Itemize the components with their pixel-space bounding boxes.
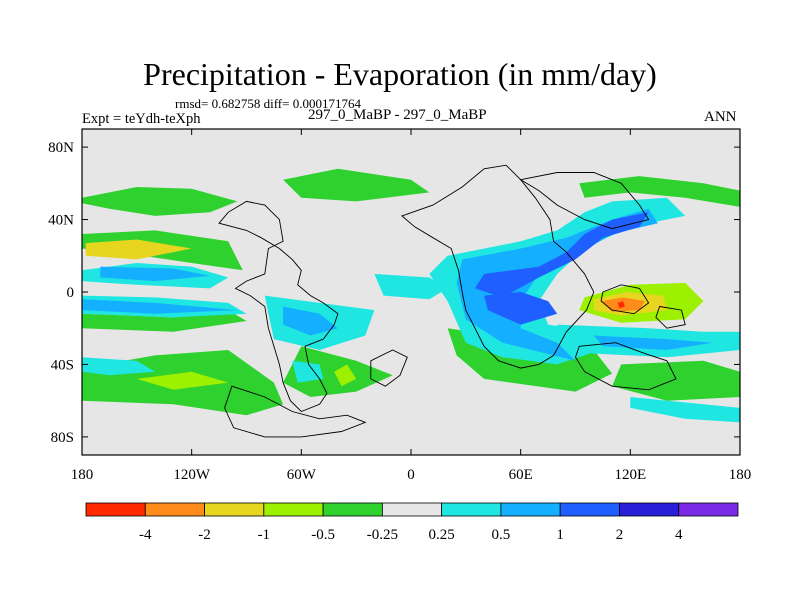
x-tick-label-6: 180 (729, 467, 752, 483)
colorbar-label-2: -1 (258, 527, 271, 543)
contour-region-0 (82, 187, 238, 216)
colorbar-label-0: -4 (139, 527, 152, 543)
coastline-layer (218, 164, 686, 438)
colorbar-label-6: 0.5 (492, 527, 511, 543)
y-tick-label-4: 80S (51, 430, 74, 446)
colorbar-label-7: 1 (556, 527, 564, 543)
x-tick-label-2: 60W (287, 467, 317, 483)
contour-region-7 (136, 371, 229, 390)
experiment-label: Expt = teYdh-teXph (82, 111, 201, 127)
contour-region-17 (100, 266, 210, 282)
colorbar: -4 -2 -1 -0.5 -0.25 0.25 0.5 1 2 4 (85, 502, 739, 543)
colorbar-box-8 (559, 502, 620, 517)
axis-layer: 180 120W 60W 0 60E 120E 180 80N 40N 0 40S 80S (48, 129, 751, 483)
x-tick-label-3: 0 (407, 467, 415, 483)
colorbar-box-9 (619, 502, 680, 517)
colorbar-box-7 (500, 502, 561, 517)
contour-region-11 (612, 360, 740, 401)
case-label: 297_0_MaBP - 297_0_MaBP (308, 107, 487, 123)
contour-region-25 (475, 212, 649, 298)
contour-region-24 (456, 208, 658, 361)
contour-region-9 (334, 364, 357, 387)
stats-line: rmsd= 0.682758 diff= 0.000171764 (175, 96, 361, 111)
contour-region-29 (82, 357, 156, 376)
contour-region-22 (374, 273, 448, 300)
y-tick-label-3: 40S (51, 357, 74, 373)
season-label: ANN (704, 109, 737, 125)
figure-title: Precipitation - Evaporation (in mm/day) (143, 56, 657, 92)
colorbar-box-4 (322, 502, 383, 517)
colorbar-box-2 (204, 502, 265, 517)
contour-region-1 (283, 168, 430, 202)
contour-region-15 (617, 301, 625, 309)
x-tick-label-0: 180 (71, 467, 94, 483)
colorbar-box-0 (85, 502, 146, 517)
y-tick-label-1: 40N (48, 213, 74, 229)
coastline-2 (370, 349, 408, 387)
contour-region-28 (593, 335, 713, 350)
coastline-3 (401, 164, 595, 369)
colorbar-box-6 (441, 502, 502, 517)
colorbar-box-1 (144, 502, 205, 517)
contour-region-31 (630, 397, 740, 423)
colorbar-label-3: -0.5 (311, 527, 335, 543)
coastline-6 (575, 342, 677, 391)
contour-fill-layer (82, 168, 740, 423)
colorbar-label-5: 0.25 (429, 527, 455, 543)
x-tick-label-5: 120E (614, 467, 646, 483)
coastline-5 (600, 284, 650, 315)
x-tick-label-1: 120W (173, 467, 211, 483)
coastline-0 (218, 200, 339, 413)
colorbar-box-10 (678, 502, 739, 517)
y-tick-label-2: 0 (67, 285, 75, 301)
contour-region-21 (283, 306, 338, 336)
contour-region-2 (579, 176, 740, 207)
colorbar-label-1: -2 (198, 527, 211, 543)
colorbar-label-4: -0.25 (367, 527, 398, 543)
contour-region-19 (82, 299, 238, 314)
coastline-4 (519, 172, 650, 230)
coastline-1 (224, 385, 367, 438)
x-tick-label-4: 60E (509, 467, 533, 483)
coastline-7 (655, 305, 686, 329)
contour-region-4 (85, 239, 192, 260)
colorbar-box-3 (263, 502, 324, 517)
y-tick-label-0: 80N (48, 140, 74, 156)
colorbar-label-9: 4 (675, 527, 683, 543)
contour-region-26 (484, 292, 558, 325)
colorbar-box-5 (381, 502, 443, 517)
colorbar-label-8: 2 (616, 527, 624, 543)
contour-region-30 (292, 360, 324, 383)
